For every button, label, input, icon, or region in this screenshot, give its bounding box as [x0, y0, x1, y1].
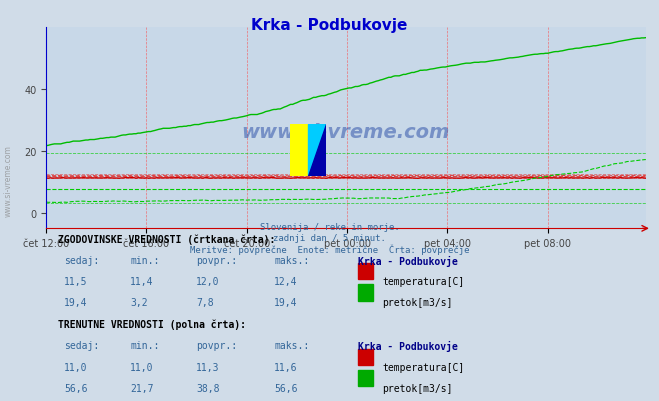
- Bar: [358, 370, 373, 387]
- Text: 11,3: 11,3: [196, 362, 219, 372]
- Text: Krka - Podbukovje: Krka - Podbukovje: [358, 255, 458, 266]
- Text: min.:: min.:: [130, 340, 159, 350]
- Text: pretok[m3/s]: pretok[m3/s]: [382, 298, 453, 308]
- Text: temperatura[C]: temperatura[C]: [382, 362, 464, 372]
- Text: 7,8: 7,8: [196, 298, 214, 308]
- Text: www.si-vreme.com: www.si-vreme.com: [3, 145, 13, 216]
- Text: 56,6: 56,6: [274, 383, 297, 393]
- Text: 11,0: 11,0: [130, 362, 154, 372]
- Text: 3,2: 3,2: [130, 298, 148, 308]
- Text: min.:: min.:: [130, 255, 159, 265]
- Text: maks.:: maks.:: [274, 255, 309, 265]
- Text: TRENUTNE VREDNOSTI (polna črta):: TRENUTNE VREDNOSTI (polna črta):: [58, 319, 246, 330]
- Text: 38,8: 38,8: [196, 383, 219, 393]
- Text: 11,0: 11,0: [64, 362, 88, 372]
- Bar: [358, 263, 373, 279]
- Text: 11,6: 11,6: [274, 362, 297, 372]
- Text: ZGODOVINSKE VREDNOSTI (črtkana črta):: ZGODOVINSKE VREDNOSTI (črtkana črta):: [58, 234, 275, 244]
- Polygon shape: [308, 124, 326, 176]
- Text: Krka - Podbukovje: Krka - Podbukovje: [251, 18, 408, 33]
- Text: 19,4: 19,4: [64, 298, 88, 308]
- Text: 11,4: 11,4: [130, 276, 154, 286]
- Text: sedaj:: sedaj:: [64, 255, 100, 265]
- Text: pretok[m3/s]: pretok[m3/s]: [382, 383, 453, 393]
- Text: 56,6: 56,6: [64, 383, 88, 393]
- Text: 11,5: 11,5: [64, 276, 88, 286]
- Text: 21,7: 21,7: [130, 383, 154, 393]
- Text: povpr.:: povpr.:: [196, 340, 237, 350]
- Text: povpr.:: povpr.:: [196, 255, 237, 265]
- Text: www.si-vreme.com: www.si-vreme.com: [242, 123, 450, 142]
- Text: maks.:: maks.:: [274, 340, 309, 350]
- Polygon shape: [308, 124, 326, 176]
- Bar: [358, 285, 373, 301]
- Text: 12,0: 12,0: [196, 276, 219, 286]
- Text: sedaj:: sedaj:: [64, 340, 100, 350]
- Bar: [358, 348, 373, 365]
- Text: 12,4: 12,4: [274, 276, 297, 286]
- Text: temperatura[C]: temperatura[C]: [382, 276, 464, 286]
- Text: 19,4: 19,4: [274, 298, 297, 308]
- Text: Slovenija / reke in morje.
zadnji dan / 5 minut.
Meritve: povprečne  Enote: metr: Slovenija / reke in morje. zadnji dan / …: [190, 223, 469, 254]
- Text: Krka - Podbukovje: Krka - Podbukovje: [358, 340, 458, 351]
